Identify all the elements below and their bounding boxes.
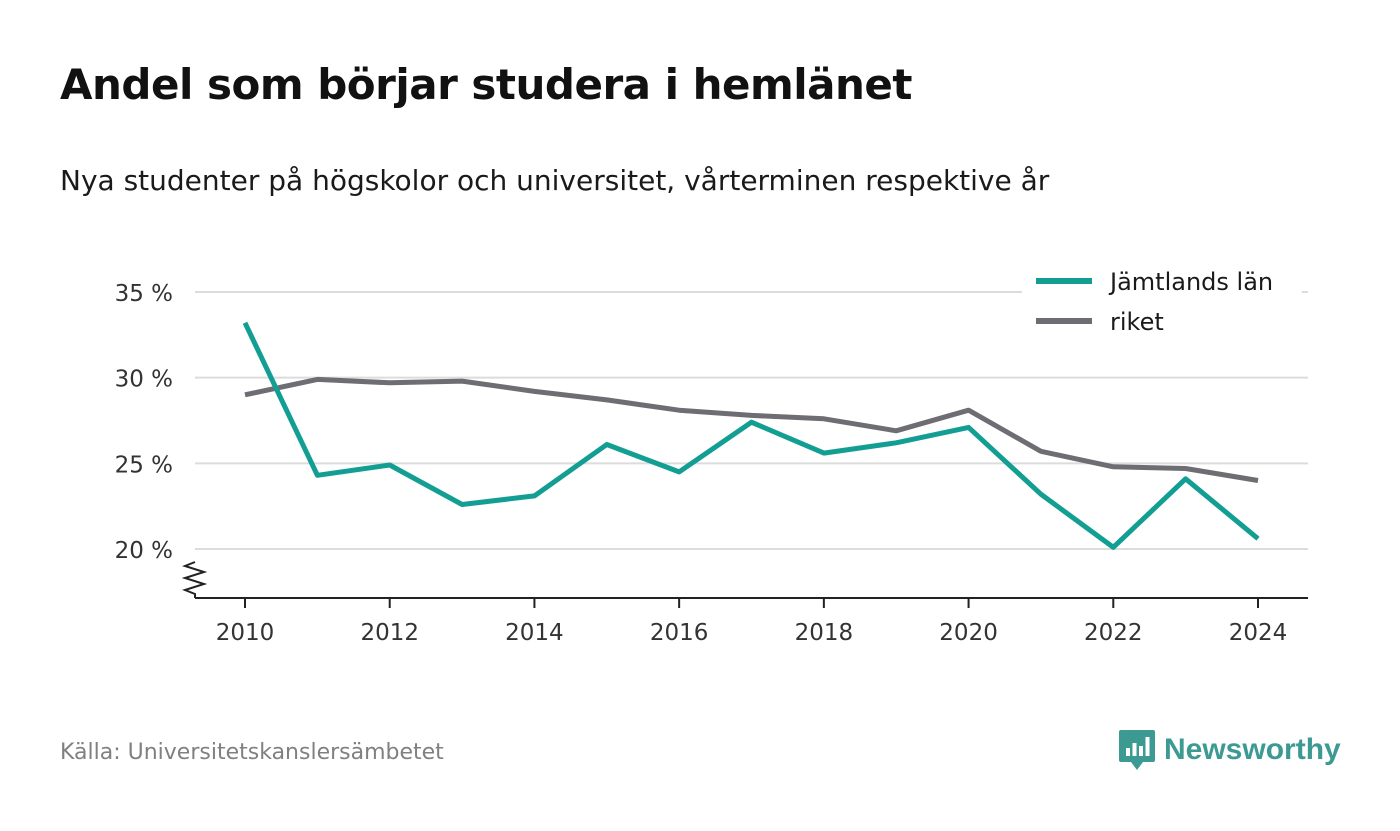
y-axis-break-icon xyxy=(181,561,208,598)
x-tick-label-2010: 2010 xyxy=(216,620,275,646)
newsworthy-logo: Newsworthy xyxy=(1118,728,1341,772)
legend-background xyxy=(1022,258,1302,344)
legend-label-2: riket xyxy=(1110,308,1164,336)
y-tick-label-35: 35 % xyxy=(115,281,173,307)
y-tick-label-20: 20 % xyxy=(115,538,173,564)
x-tick-label-2020: 2020 xyxy=(939,620,998,646)
line-chart: 20 % 25 % 30 % 35 % 2010 2012 2014 2016 2018 2020… xyxy=(114,258,1308,646)
x-tick-label-2014: 2014 xyxy=(505,620,564,646)
series-line-1 xyxy=(242,321,1260,550)
chart-title: Andel som börjar studera i hemlänet xyxy=(60,60,913,109)
x-tick-label-2022: 2022 xyxy=(1084,620,1143,646)
x-tick-label-2012: 2012 xyxy=(360,620,419,646)
newsworthy-logo-icon xyxy=(1119,730,1155,770)
x-tick-label-2024: 2024 xyxy=(1229,620,1288,646)
newsworthy-logo-text: Newsworthy xyxy=(1164,733,1341,766)
source-note: Källa: Universitetskanslersämbetet xyxy=(60,740,444,765)
legend-label-1: Jämtlands län xyxy=(1108,268,1273,296)
x-tick-label-2018: 2018 xyxy=(795,620,854,646)
series-line-2 xyxy=(244,376,1259,483)
x-tick-label-2016: 2016 xyxy=(650,620,709,646)
y-tick-label-30: 30 % xyxy=(115,367,173,393)
y-tick-label-25: 25 % xyxy=(115,452,173,478)
chart-subtitle: Nya studenter på högskolor och universit… xyxy=(60,164,1050,197)
